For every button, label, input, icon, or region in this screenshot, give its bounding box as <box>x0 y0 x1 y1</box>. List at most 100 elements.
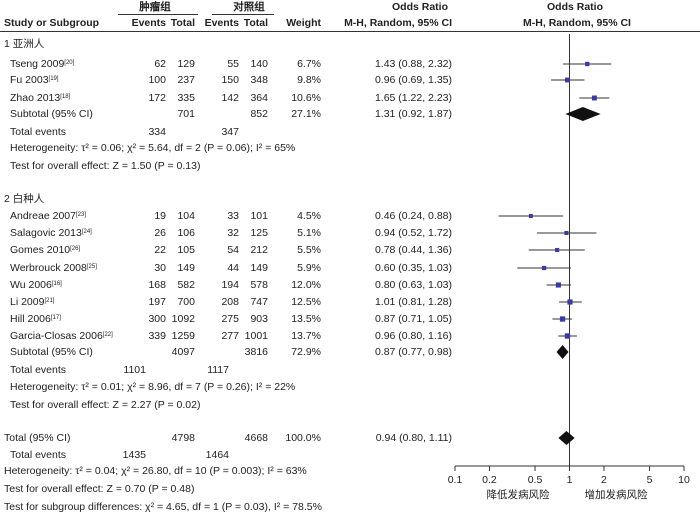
study-point-marker <box>585 61 590 67</box>
total-events1: 334 <box>148 126 166 138</box>
header-weight: Weight <box>286 17 321 29</box>
header-total1: Total <box>170 17 195 29</box>
study-or-ci: 1.65 (1.22, 2.23) <box>374 92 452 104</box>
axis-right-label: 增加发病风险 <box>584 489 648 501</box>
header-underline-group1 <box>118 14 198 15</box>
study-events1: 22 <box>154 244 166 256</box>
header-events2: Events <box>204 17 239 29</box>
study-name-text: Zhao 2013 <box>10 92 61 104</box>
study-name: Werbrouck 2008[25] <box>10 262 97 274</box>
study-total1: 1259 <box>171 330 195 342</box>
study-point-marker <box>542 265 547 271</box>
study-events2: 150 <box>221 74 239 86</box>
study-ref: [16] <box>51 281 62 287</box>
header-total2: Total <box>243 17 268 29</box>
study-total1: 1092 <box>171 313 195 325</box>
study-point-marker <box>591 95 597 101</box>
header-events1: Events <box>131 17 166 29</box>
study-name: Li 2009[21] <box>10 296 54 308</box>
study-total1: 106 <box>177 227 195 239</box>
study-weight: 6.7% <box>297 58 321 70</box>
study-ref: [24] <box>81 229 92 235</box>
subtotal-weight: 27.1% <box>291 108 321 120</box>
study-events2: 194 <box>221 279 239 291</box>
study-events1: 19 <box>154 210 166 222</box>
study-point-marker <box>528 214 533 218</box>
axis-tick-label: 1 <box>566 474 573 486</box>
study-weight: 5.9% <box>297 262 321 274</box>
study-or-ci: 0.96 (0.80, 1.16) <box>374 330 452 342</box>
study-events1: 197 <box>148 296 166 308</box>
header-group1: 肿瘤组 <box>139 1 171 13</box>
study-name-text: Hill 2006 <box>10 313 51 325</box>
study-point-marker <box>559 316 566 322</box>
total-events-label: Total events <box>10 364 67 376</box>
study-events2: 44 <box>227 262 239 274</box>
axis-tick-label: 2 <box>601 474 607 486</box>
study-events2: 208 <box>221 296 239 308</box>
study-events2: 55 <box>227 58 239 70</box>
study-weight: 13.5% <box>291 313 321 325</box>
study-point-marker <box>567 299 573 305</box>
heterogeneity-text: Heterogeneity: τ² = 0.06; χ² = 5.64, df … <box>10 142 296 154</box>
study-name-text: Salagovic 2013 <box>10 227 82 239</box>
subgroup-title-caucasian: 2 白种人 <box>4 193 45 205</box>
study-total1: 129 <box>177 58 195 70</box>
study-total2: 578 <box>250 279 268 291</box>
subgroup-differences: Test for subgroup differences: χ² = 4.65… <box>4 501 322 513</box>
axis-tick-label: 10 <box>678 474 690 486</box>
total-label: Total (95% CI) <box>4 432 71 444</box>
study-events2: 275 <box>221 313 239 325</box>
study-name-text: Garcia-Closas 2006 <box>10 330 103 342</box>
header-method: M-H, Random, 95% CI <box>344 17 452 29</box>
study-events1: 30 <box>154 262 166 274</box>
study-events1: 339 <box>148 330 166 342</box>
study-weight: 12.5% <box>291 296 321 308</box>
study-point-marker <box>564 333 571 339</box>
header-underline-group2 <box>212 14 274 15</box>
study-or-ci: 0.80 (0.63, 1.03) <box>374 279 452 291</box>
study-weight: 9.8% <box>297 74 321 86</box>
study-events2: 32 <box>227 227 239 239</box>
study-weight: 13.7% <box>291 330 321 342</box>
total-weight: 100.0% <box>285 432 321 444</box>
axis-tick-label: 0.5 <box>527 474 543 486</box>
study-events2: 142 <box>221 92 239 104</box>
total-total2: 4668 <box>244 432 268 444</box>
study-ref: [17] <box>50 315 61 321</box>
study-or-ci: 0.94 (0.52, 1.72) <box>374 227 452 239</box>
header-method-2: M-H, Random, 95% CI <box>523 17 631 29</box>
study-or-ci: 0.46 (0.24, 0.88) <box>374 210 452 222</box>
study-point-marker <box>555 282 561 288</box>
study-name: Gomes 2010[26] <box>10 244 80 256</box>
subgroup-title-asian: 1 亚洲人 <box>4 38 45 50</box>
total-events-label: Total events <box>10 126 67 138</box>
study-events1: 62 <box>154 58 166 70</box>
study-point-marker <box>555 247 560 253</box>
summary-diamond <box>556 345 569 359</box>
axis-tick-label: 0.2 <box>482 474 497 486</box>
study-name: Hill 2006[17] <box>10 313 61 325</box>
study-total1: 335 <box>177 92 195 104</box>
study-events1: 300 <box>148 313 166 325</box>
study-or-ci: 0.96 (0.69, 1.35) <box>374 74 452 86</box>
study-ref: [21] <box>44 298 55 304</box>
study-total1: 104 <box>177 210 195 222</box>
study-total2: 348 <box>250 74 268 86</box>
study-total1: 582 <box>177 279 195 291</box>
overall-effect-text: Test for overall effect: Z = 1.50 (P = 0… <box>10 160 201 172</box>
overall-total-events-label: Total events <box>10 449 67 461</box>
subtotal-weight: 72.9% <box>291 346 321 358</box>
study-ref: [19] <box>48 76 59 82</box>
study-or-ci: 1.01 (0.81, 1.28) <box>374 296 452 308</box>
study-point-marker <box>565 77 570 83</box>
study-events2: 54 <box>227 244 239 256</box>
study-name-text: Li 2009 <box>10 296 45 308</box>
study-total2: 747 <box>250 296 268 308</box>
header-group2: 对照组 <box>233 1 265 13</box>
study-total2: 125 <box>250 227 268 239</box>
study-or-ci: 1.43 (0.88, 2.32) <box>374 58 452 70</box>
study-total2: 140 <box>250 58 268 70</box>
overall-total-events2: 1464 <box>205 449 229 461</box>
